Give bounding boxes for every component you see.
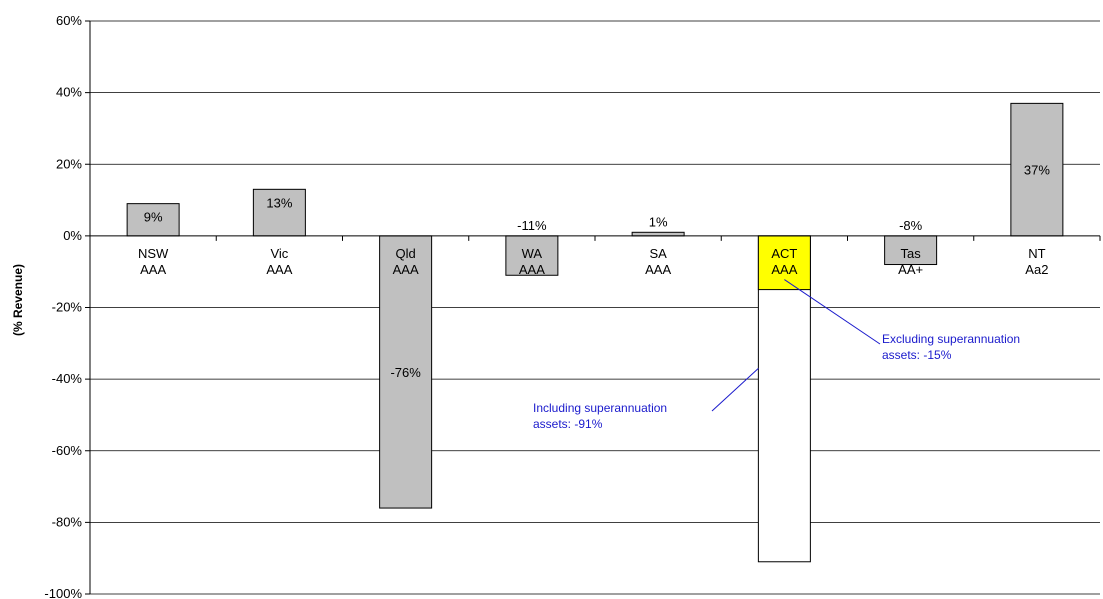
data-label: 13% [266, 195, 292, 210]
y-tick-label: -20% [52, 300, 83, 315]
annotation-excluding-line2: assets: -15% [882, 348, 952, 362]
labels: 60%40%20%0%-20%-40%-60%-80%-100%NSWAAAVi… [44, 13, 1050, 599]
bar-act [757, 235, 811, 291]
y-tick-label: -80% [52, 514, 83, 529]
category-label: Vic [270, 246, 288, 261]
annotation-excluding-line1: Excluding superannuation [882, 332, 1020, 346]
y-tick-label: -60% [52, 443, 83, 458]
annotations: Excluding superannuation assets: -15% Incl… [533, 279, 1020, 431]
gridlines [90, 20, 1100, 595]
y-tick-label: 40% [56, 85, 82, 100]
y-tick-label: 60% [56, 13, 82, 28]
bar-nt [1010, 102, 1064, 237]
annotation-leader-including [711, 368, 759, 412]
annotation-including-line2: assets: -91% [533, 417, 603, 431]
category-rating: AA+ [898, 262, 923, 277]
category-label: ACT [771, 246, 797, 261]
y-tick-label: 0% [63, 228, 82, 243]
category-rating: AAA [140, 262, 166, 277]
category-label: Qld [396, 246, 416, 261]
bar-act-including [757, 235, 811, 563]
category-rating: AAA [771, 262, 797, 277]
bar-wa [505, 235, 559, 276]
y-tick-label: -100% [44, 586, 82, 599]
category-rating: AAA [519, 262, 545, 277]
bar-qld [379, 235, 433, 509]
category-label: Tas [901, 246, 922, 261]
data-label: 9% [144, 210, 163, 225]
annotation-leader-excluding [784, 279, 881, 345]
category-label: NT [1028, 246, 1045, 261]
y-tick-label: -40% [52, 371, 83, 386]
data-label: 1% [649, 214, 668, 229]
category-label: SA [649, 246, 667, 261]
category-label: NSW [138, 246, 169, 261]
data-label: -8% [899, 218, 923, 233]
annotation-including-line1: Including superannuation [533, 401, 667, 415]
category-rating: AAA [266, 262, 292, 277]
axes [85, 20, 1101, 595]
bar-vic [252, 188, 306, 237]
data-label: 37% [1024, 163, 1050, 178]
category-rating: AAA [645, 262, 671, 277]
category-label: WA [522, 246, 543, 261]
data-label: -11% [517, 218, 547, 233]
bar-sa [631, 231, 685, 237]
bar-tas [884, 235, 938, 266]
y-tick-label: 20% [56, 156, 82, 171]
y-axis-label: (% Revenue) [11, 264, 25, 336]
category-rating: Aa2 [1025, 262, 1048, 277]
category-rating: AAA [393, 262, 419, 277]
data-label: -76% [390, 365, 421, 380]
bars [126, 102, 1064, 563]
